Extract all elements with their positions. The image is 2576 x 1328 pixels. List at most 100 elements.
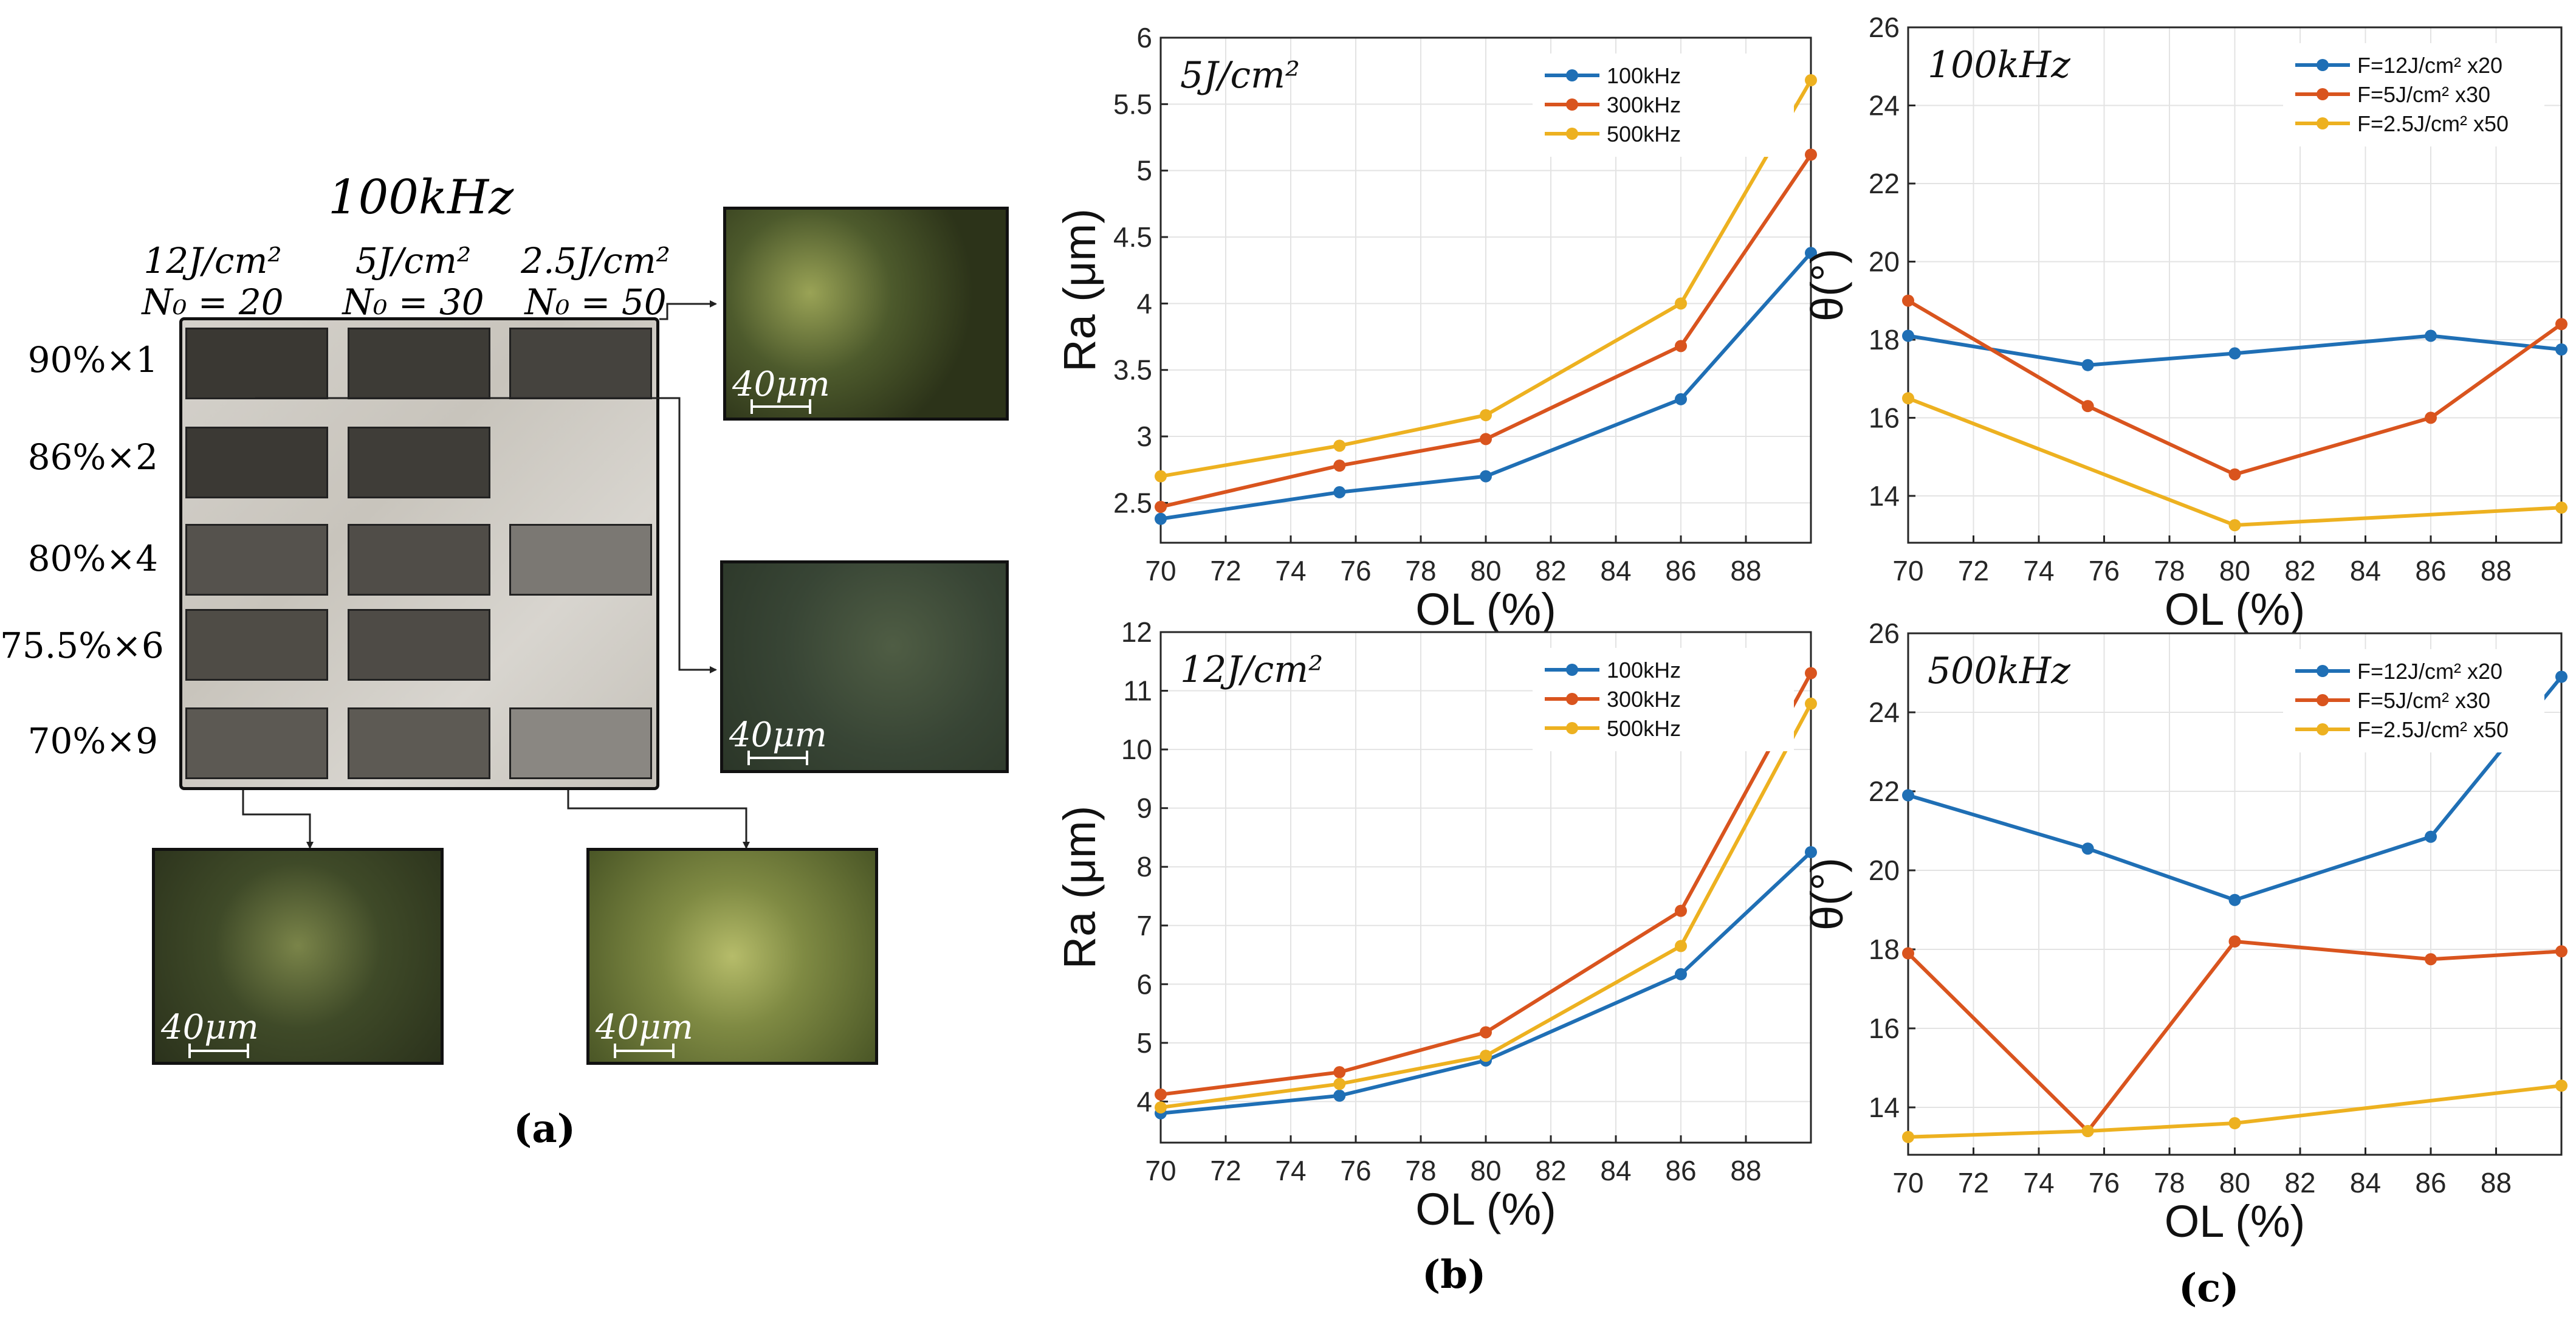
- y-axis-label: θ(°): [1802, 249, 1852, 322]
- x-tick-label: 70: [1892, 555, 1923, 587]
- data-point: [1805, 697, 1817, 710]
- x-tick-label: 72: [1958, 1167, 1989, 1199]
- legend-label: F=12J/cm² x20: [2357, 53, 2502, 78]
- data-point: [1675, 968, 1687, 980]
- legend-marker: [1566, 722, 1578, 734]
- x-tick-label: 88: [2481, 1167, 2512, 1199]
- data-point: [2228, 519, 2241, 532]
- data-point: [1805, 74, 1817, 86]
- x-tick-label: 82: [2284, 1167, 2315, 1199]
- y-tick-label: 20: [1869, 855, 1900, 886]
- y-tick-label: 12: [1121, 616, 1152, 648]
- data-point: [1675, 393, 1687, 405]
- scale-bar-label: 40μm: [161, 1008, 259, 1047]
- data-point: [2081, 842, 2094, 855]
- data-point: [2228, 893, 2241, 906]
- data-point: [1675, 297, 1687, 310]
- scale-bar-label: 40μm: [729, 715, 827, 755]
- row-label: 80%×4: [27, 538, 158, 579]
- x-tick-label: 70: [1145, 555, 1176, 587]
- x-tick-label: 74: [2023, 1167, 2054, 1199]
- column-n0-label: N₀ = 30: [342, 281, 484, 323]
- x-tick-label: 78: [1405, 1155, 1436, 1186]
- laser-sample-patch: [509, 328, 652, 399]
- data-point: [2555, 343, 2567, 356]
- x-tick-label: 80: [2219, 555, 2250, 587]
- y-axis-label: Ra (μm): [1054, 806, 1105, 969]
- data-point: [1675, 940, 1687, 952]
- scale-bar: [750, 399, 811, 414]
- y-tick-label: 5: [1136, 1027, 1152, 1059]
- legend-label: F=2.5J/cm² x50: [2357, 717, 2509, 742]
- data-point: [2425, 830, 2437, 843]
- chart-annotation: 12J/cm²: [1180, 649, 1323, 691]
- y-tick-label: 14: [1869, 480, 1900, 512]
- data-point: [1902, 329, 1914, 342]
- legend-marker: [1566, 69, 1578, 81]
- scale-bar-label: 40μm: [732, 365, 830, 404]
- legend-marker: [2317, 694, 2329, 706]
- data-point: [2555, 1079, 2567, 1092]
- y-tick-label: 22: [1869, 776, 1900, 807]
- data-point: [1480, 1026, 1492, 1039]
- data-point: [1805, 846, 1817, 859]
- data-point: [1333, 439, 1346, 452]
- data-point: [1155, 470, 1167, 483]
- data-point: [1675, 340, 1687, 353]
- data-point: [1333, 1066, 1346, 1079]
- y-tick-label: 11: [1123, 675, 1152, 707]
- x-tick-label: 86: [1665, 1155, 1696, 1186]
- x-tick-label: 78: [2154, 555, 2185, 587]
- legend-label: 100kHz: [1607, 658, 1681, 683]
- chart-annotation: 500kHz: [1928, 650, 2070, 692]
- y-tick-label: 4: [1136, 287, 1152, 319]
- x-tick-label: 82: [2284, 555, 2315, 587]
- data-point: [1675, 904, 1687, 917]
- y-tick-label: 2.5: [1113, 487, 1152, 518]
- data-point: [2228, 1117, 2241, 1129]
- x-tick-label: 86: [1665, 555, 1696, 587]
- y-tick-label: 26: [1869, 618, 1900, 649]
- y-tick-label: 20: [1869, 246, 1900, 277]
- panel-a-connector-arrows: [242, 300, 750, 849]
- data-point: [1480, 1050, 1492, 1062]
- y-tick-label: 10: [1121, 734, 1152, 765]
- y-tick-label: 26: [1869, 12, 1900, 43]
- y-tick-label: 9: [1136, 793, 1152, 824]
- data-point: [1155, 1088, 1167, 1101]
- micrograph-image-top-right: 40μm: [723, 207, 1009, 421]
- data-point: [1902, 947, 1914, 960]
- panel-a-frequency-title: 100kHz: [328, 170, 514, 225]
- x-tick-label: 76: [1340, 1155, 1371, 1186]
- column-n0-label: N₀ = 20: [142, 281, 284, 323]
- legend-label: F=5J/cm² x30: [2357, 688, 2490, 713]
- data-point: [1480, 433, 1492, 446]
- data-point: [1155, 500, 1167, 513]
- x-tick-label: 72: [1958, 555, 1989, 587]
- data-point: [2425, 953, 2437, 966]
- y-tick-label: 5.5: [1113, 88, 1152, 120]
- data-point: [1805, 148, 1817, 161]
- x-tick-label: 70: [1892, 1167, 1923, 1199]
- x-tick-label: 72: [1210, 555, 1241, 587]
- data-point: [2555, 501, 2567, 514]
- data-point: [2555, 945, 2567, 958]
- x-tick-label: 86: [2415, 555, 2446, 587]
- series-line: [1908, 1084, 2562, 1139]
- x-tick-label: 70: [1145, 1155, 1176, 1186]
- data-point: [2228, 347, 2241, 360]
- y-tick-label: 6: [1136, 968, 1152, 1000]
- row-label: 86%×2: [27, 436, 158, 478]
- column-fluence-label: 2.5J/cm²: [521, 240, 670, 281]
- legend-label: 500kHz: [1607, 122, 1681, 146]
- panel-b-caption: (b): [1422, 1252, 1486, 1298]
- column-label-3: 2.5J/cm² N₀ = 50: [504, 240, 687, 323]
- legend-label: F=2.5J/cm² x50: [2357, 111, 2509, 136]
- data-point: [2425, 411, 2437, 424]
- x-tick-label: 84: [2350, 555, 2381, 587]
- x-tick-label: 88: [1730, 555, 1761, 587]
- column-fluence-label: 5J/cm²: [355, 240, 472, 281]
- legend-marker: [2317, 665, 2329, 677]
- x-tick-label: 76: [1340, 555, 1371, 587]
- x-tick-label: 76: [2089, 555, 2120, 587]
